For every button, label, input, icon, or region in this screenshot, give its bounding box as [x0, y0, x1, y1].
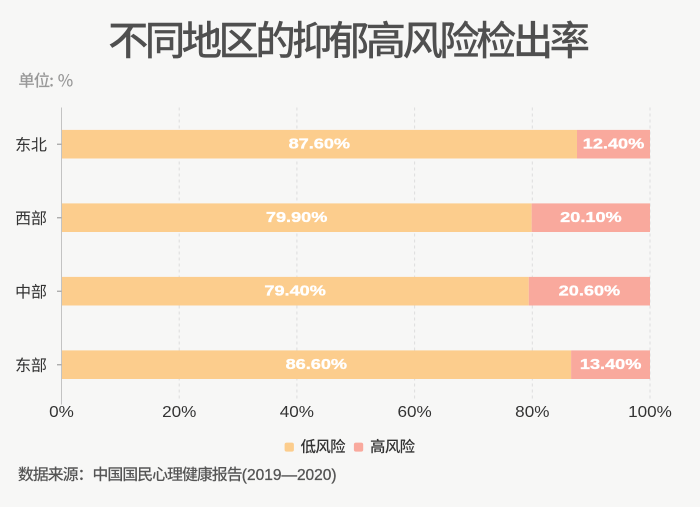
svg-text:87.60%: 87.60%	[289, 135, 351, 152]
svg-text:20%: 20%	[162, 403, 197, 421]
svg-text:12.40%: 12.40%	[583, 135, 645, 152]
svg-text:(2019—2020): (2019—2020)	[242, 467, 337, 484]
svg-text:80%: 80%	[515, 403, 550, 421]
svg-text:13.40%: 13.40%	[580, 355, 642, 372]
svg-text:20.60%: 20.60%	[559, 282, 621, 299]
svg-text:20.10%: 20.10%	[560, 208, 622, 225]
svg-text:60%: 60%	[397, 403, 432, 421]
svg-text:86.60%: 86.60%	[286, 355, 348, 372]
svg-text:100%: 100%	[628, 403, 672, 421]
svg-text:79.90%: 79.90%	[266, 208, 328, 225]
svg-text:0%: 0%	[49, 403, 74, 421]
svg-text:40%: 40%	[280, 403, 315, 421]
svg-text:79.40%: 79.40%	[264, 282, 326, 299]
